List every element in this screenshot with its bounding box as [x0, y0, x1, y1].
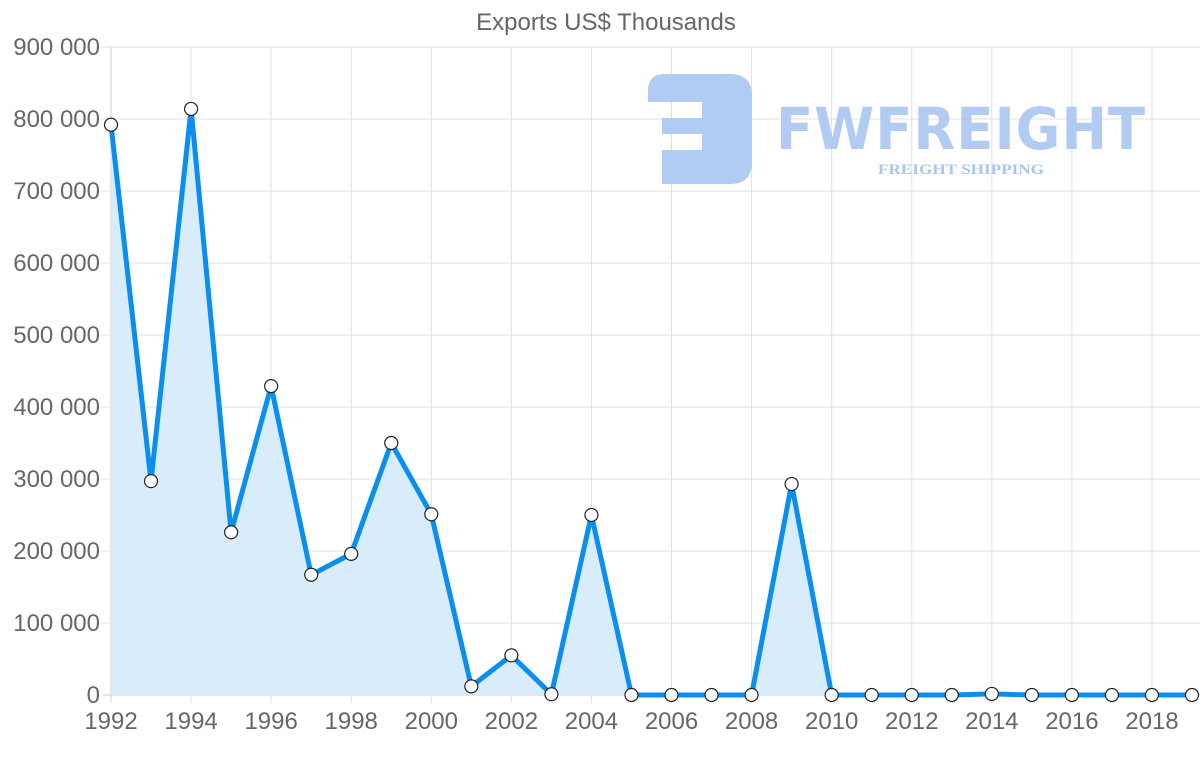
data-line	[108, 106, 1192, 698]
data-point[interactable]	[424, 507, 439, 522]
x-tick-label: 1994	[164, 708, 217, 735]
x-tick-label: 2008	[725, 708, 778, 735]
data-point[interactable]	[624, 687, 639, 703]
data-point[interactable]	[384, 435, 399, 451]
y-tick-label: 300 000	[13, 466, 100, 493]
data-point[interactable]	[824, 687, 839, 703]
y-tick-label: 500 000	[13, 322, 100, 349]
data-point[interactable]	[704, 687, 719, 703]
data-point[interactable]	[984, 686, 999, 702]
y-tick-label: 900 000	[13, 34, 100, 61]
y-tick-label: 400 000	[13, 394, 100, 421]
x-axis-ticks: 1992 1994 1996 1998 2000 2002 2004 2006 2008 2010…	[84, 708, 1178, 735]
data-point[interactable]	[784, 476, 799, 492]
y-tick-label: 700 000	[13, 178, 100, 205]
data-point[interactable]	[544, 687, 559, 702]
data-point[interactable]	[664, 687, 679, 703]
y-tick-label: 800 000	[13, 106, 100, 133]
data-point[interactable]	[864, 687, 879, 703]
x-tick-label: 2010	[805, 708, 858, 735]
data-point[interactable]	[143, 474, 159, 489]
data-point[interactable]	[103, 117, 119, 132]
data-point[interactable]	[944, 687, 959, 703]
data-point[interactable]	[1104, 687, 1120, 703]
y-tick-label: 100 000	[13, 610, 100, 637]
x-tick-label: 1998	[325, 708, 378, 735]
chart-title: Exports US$ Thousands	[476, 9, 736, 36]
data-point[interactable]	[1184, 687, 1200, 703]
data-point[interactable]	[504, 648, 519, 663]
data-point[interactable]	[1144, 687, 1160, 703]
data-point[interactable]	[183, 101, 199, 117]
data-point[interactable]	[464, 679, 479, 694]
x-tick-label: 2002	[485, 708, 538, 735]
y-tick-label: 200 000	[13, 538, 100, 565]
data-points	[103, 101, 1200, 703]
watermark-tagline: FREIGHT SHIPPING	[878, 162, 1044, 178]
data-point[interactable]	[264, 379, 279, 394]
y-tick-label: 0	[87, 682, 100, 709]
x-tick-label: 2004	[565, 708, 618, 735]
x-tick-label: 1996	[244, 708, 297, 735]
logo-mark-icon	[648, 74, 752, 184]
data-point[interactable]	[304, 567, 319, 582]
x-tick-label: 2018	[1125, 708, 1178, 735]
x-tick-label: 2014	[965, 708, 1018, 735]
y-axis-ticks: 0 100 000 200 000 300 000 400 000 500 000 600 …	[13, 34, 100, 709]
x-tick-label: 2000	[405, 708, 458, 735]
data-point[interactable]	[904, 687, 919, 703]
fwfreight-watermark-logo: FWFREIGHT FREIGHT SHIPPING	[648, 74, 1146, 184]
data-point[interactable]	[744, 687, 759, 703]
data-point[interactable]	[344, 546, 359, 561]
area-fill	[111, 108, 1192, 695]
x-tick-label: 2012	[885, 708, 938, 735]
watermark-brand: FWFREIGHT	[776, 95, 1146, 163]
data-point[interactable]	[224, 525, 239, 540]
x-tick-label: 2016	[1045, 708, 1098, 735]
y-tick-label: 600 000	[13, 250, 100, 277]
x-tick-label: 1992	[84, 708, 137, 735]
data-point[interactable]	[1064, 687, 1079, 703]
data-point[interactable]	[1024, 687, 1039, 703]
data-point[interactable]	[584, 507, 599, 523]
x-tick-label: 2006	[645, 708, 698, 735]
